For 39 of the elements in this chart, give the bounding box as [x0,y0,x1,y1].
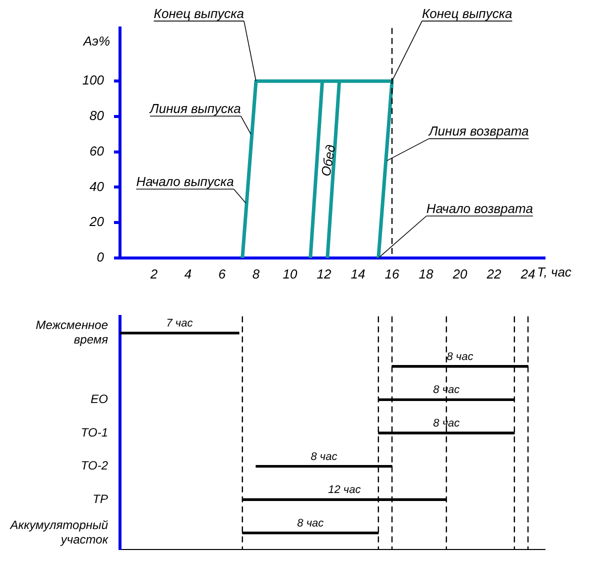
y-tick-label: Межсменное время [36,318,109,347]
data-label: 8 час [297,518,324,530]
y-tick-label: ТО-1 [80,425,108,440]
x-tick-label: 14 [350,266,366,282]
y-tick-label: 100 [82,72,105,88]
data-label: 7 час [166,318,194,330]
x-tick-label: 20 [452,266,468,282]
x-tick-label: 10 [282,266,298,282]
x-tick-label: 16 [384,266,400,282]
annotation: Конец выпуска [154,6,244,22]
x-tick-label: 6 [218,266,226,282]
x-tick-label: 2 [149,266,158,282]
y-tick-label: ТО-2 [80,458,108,473]
y-tick-label: ТР [92,492,108,506]
annotation: Линия выпуска [148,101,241,116]
data-label: 8 час [310,450,338,463]
annotation: Начало выпуска [136,174,234,190]
data-label: 8 час [433,418,460,430]
x-axis-title: T, час [537,264,572,280]
x-tick-label: 24 [520,266,536,282]
y-tick-label: 20 [88,214,105,230]
y-axis-title: Аэ% [82,34,110,49]
annotation: Начало возврата [426,201,533,216]
x-tick-label: 22 [486,266,502,282]
data-label: 12 час [328,484,362,496]
annotation: Конец выпуска [422,6,512,22]
y-tick-label: 40 [90,178,105,194]
x-tick-label: 8 [252,266,260,282]
y-tick-label: 60 [90,143,105,158]
x-tick-label: 18 [418,266,434,282]
x-tick-label: 12 [316,266,332,282]
y-tick-label: 80 [90,108,105,124]
x-tick-label: 4 [184,266,192,282]
data-label: 8 час [446,350,474,363]
y-tick-label: ЕО [90,392,108,406]
y-tick-label: 0 [96,250,105,265]
annotation: Линия возврата [428,124,529,139]
annotation: Обед [318,144,338,178]
y-tick-label: Аккумуляторный участок [9,518,110,546]
